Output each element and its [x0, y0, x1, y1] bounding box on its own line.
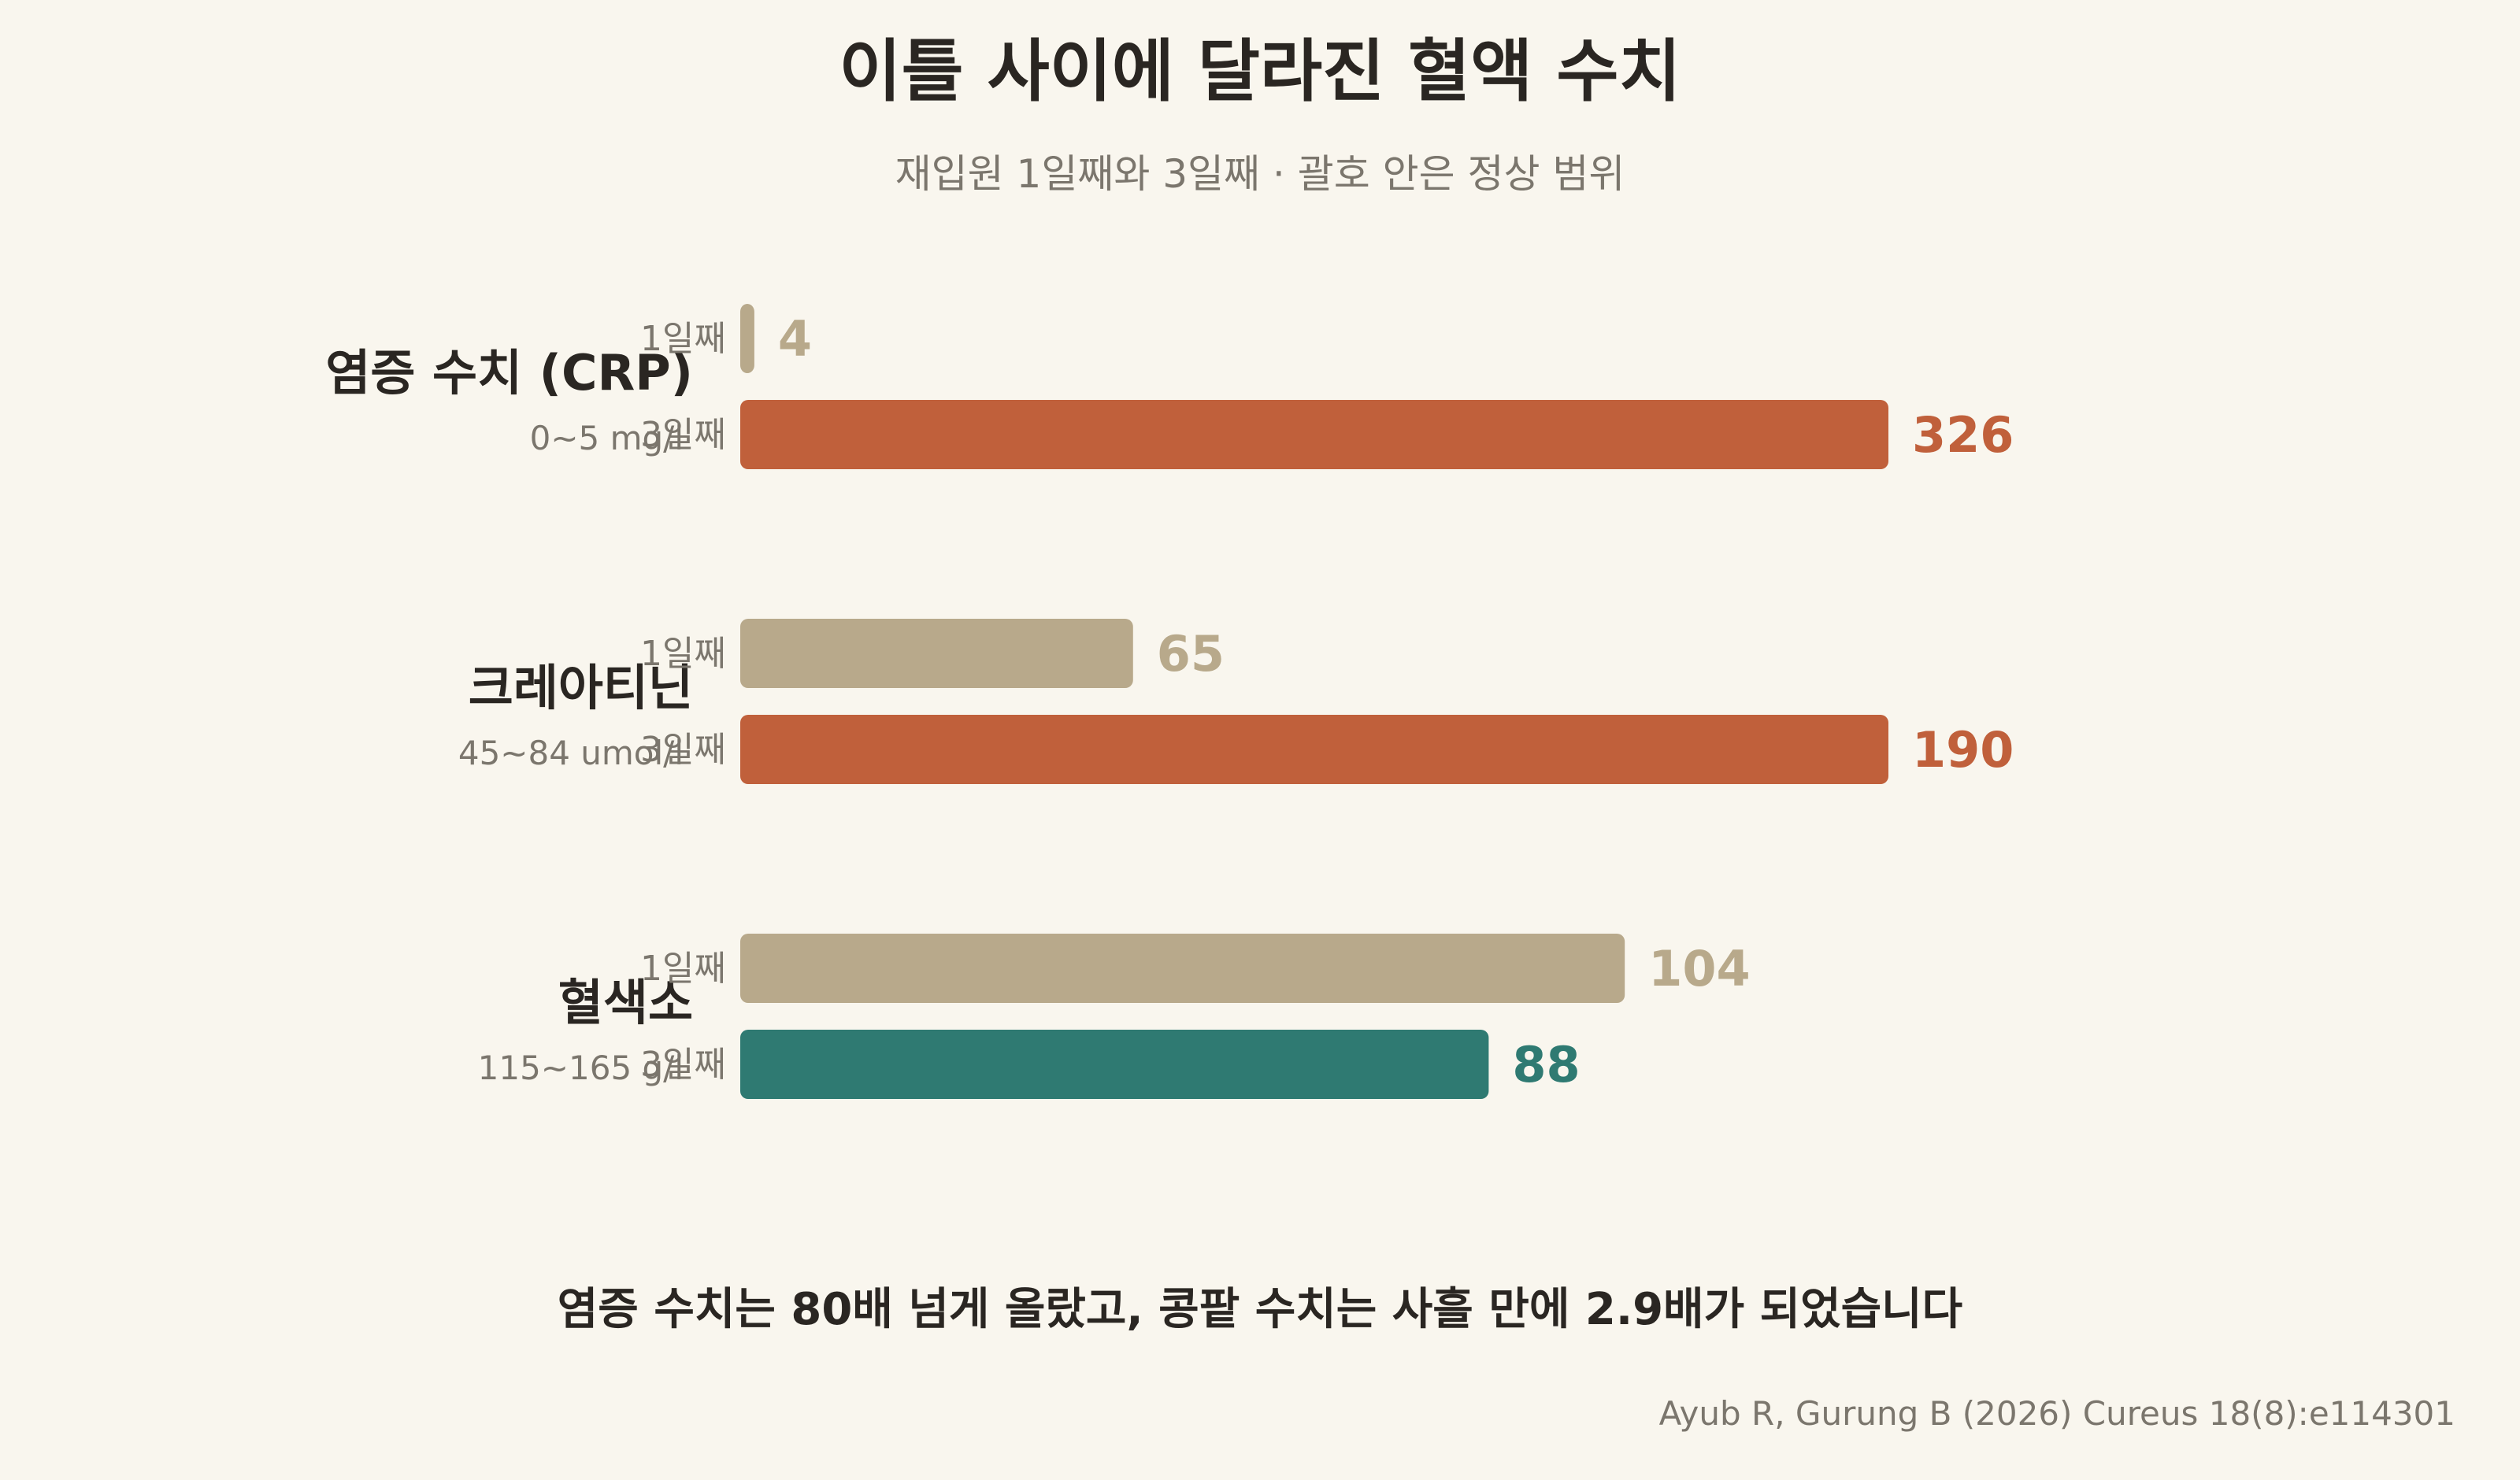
- bar: [740, 304, 754, 373]
- group-range: 0~5 mg/l: [530, 419, 684, 457]
- bar-day-label: 1일째: [640, 319, 726, 359]
- group-range: 45~84 umol/l: [458, 734, 684, 772]
- bar-value-label: 88: [1512, 1036, 1580, 1093]
- bar-value-label: 65: [1157, 625, 1225, 683]
- group-label: 혈색소: [558, 974, 693, 1031]
- bar-day-label: 3일째: [640, 730, 726, 770]
- chart-title: 이틀 사이에 달라진 혈액 수치: [839, 32, 1681, 111]
- bar: [740, 715, 1888, 784]
- bar-value-label: 326: [1912, 406, 2014, 464]
- bar-value-label: 4: [778, 310, 812, 368]
- bar: [740, 400, 1888, 469]
- chart-footnote: 염증 수치는 80배 넘게 올랐고, 콩팥 수치는 사흘 만에 2.9배가 되었…: [558, 1284, 1962, 1335]
- bar-day-label: 3일째: [640, 1045, 726, 1085]
- group-range: 115~165 g/l: [478, 1049, 684, 1087]
- bar: [740, 619, 1133, 688]
- group-label: 크레아티닌: [469, 659, 693, 716]
- chart-subtitle: 재입원 1일째와 3일째 · 괄호 안은 정상 범위: [895, 151, 1625, 197]
- plot-area: 염증 수치 (CRP) 0~5 mg/l 1일째 4 3일째 326 크레아티닌 45~84 …: [325, 304, 2014, 1099]
- bar: [740, 1030, 1489, 1099]
- bar-day-label: 3일째: [640, 415, 726, 455]
- group-label: 염증 수치 (CRP): [325, 344, 693, 401]
- bar: [740, 934, 1625, 1003]
- bar-value-label: 190: [1912, 721, 2014, 779]
- bar-day-label: 1일째: [640, 949, 726, 989]
- chart-source: Ayub R, Gurung B (2026) Cureus 18(8):e11…: [1659, 1394, 2455, 1433]
- bar-day-label: 1일째: [640, 634, 726, 674]
- bar-value-label: 104: [1648, 940, 1750, 997]
